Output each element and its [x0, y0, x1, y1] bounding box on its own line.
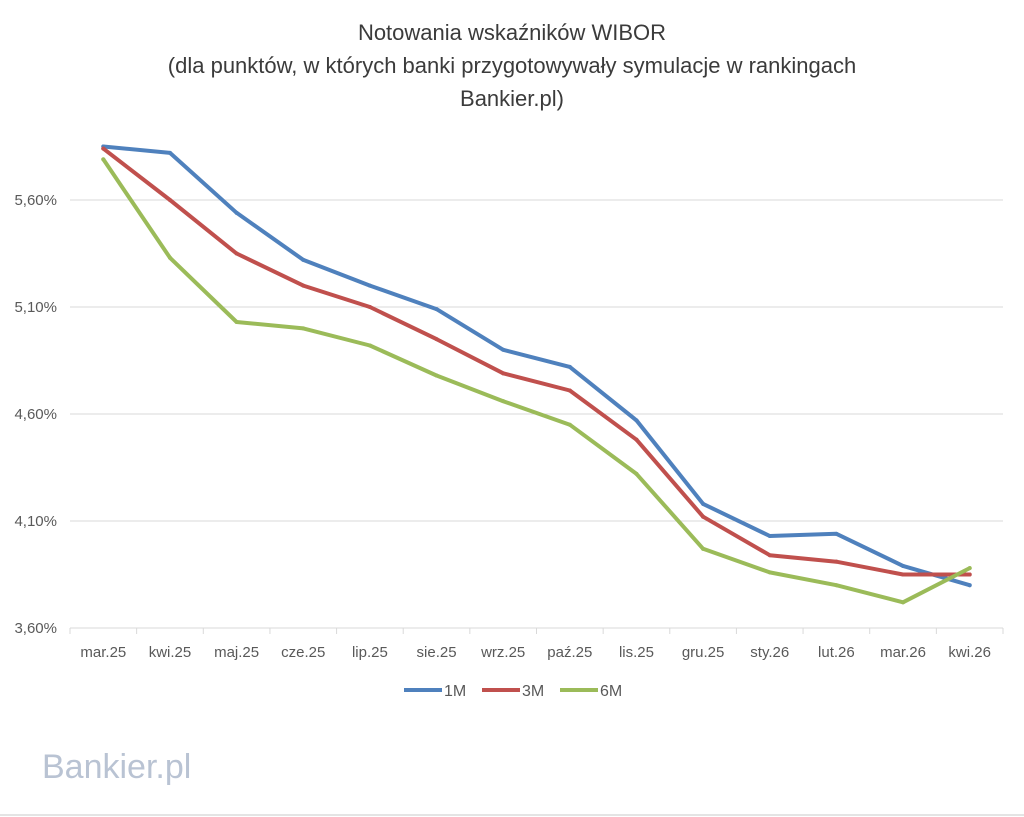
data-point-3m [901, 572, 906, 577]
y-axis-tick-labels: 3,60% 4,10% 4,60% 5,10% 5,60% [14, 192, 57, 637]
data-point-3m [967, 572, 972, 577]
series-line-3m [101, 146, 972, 577]
data-point-3m [834, 559, 839, 564]
data-point-6m [967, 566, 972, 571]
data-point-3m [634, 437, 639, 442]
x-tick-label: mar.25 [80, 644, 126, 661]
chart-title: Notowania wskaźników WIBOR (dla punktów,… [168, 20, 856, 111]
data-point-6m [234, 319, 239, 324]
data-point-1m [167, 150, 172, 155]
data-point-6m [167, 255, 172, 260]
y-tick-label: 5,60% [14, 192, 57, 209]
x-tick-label: lut.26 [818, 644, 855, 661]
x-tick-label: lis.25 [619, 644, 654, 661]
data-point-6m [434, 373, 439, 378]
x-tick-label: wrz.25 [480, 644, 525, 661]
data-point-6m [901, 600, 906, 605]
x-tick-label: lip.25 [352, 644, 388, 661]
data-point-3m [167, 198, 172, 202]
chart-title-line-3: Bankier.pl) [460, 86, 564, 111]
bankier-watermark: Bankier.pl [42, 748, 191, 786]
y-tick-label: 5,10% [14, 299, 57, 316]
data-point-3m [701, 514, 706, 519]
legend-label-3m: 3M [522, 683, 544, 700]
series-line-1m [101, 144, 972, 588]
data-point-1m [701, 501, 706, 506]
legend-label-6m: 6M [600, 683, 622, 700]
data-point-6m [634, 471, 639, 476]
series-lines [101, 144, 972, 605]
data-point-1m [634, 418, 639, 423]
data-point-3m [101, 146, 106, 151]
data-point-6m [367, 343, 372, 348]
data-point-6m [701, 546, 706, 551]
data-point-1m [434, 307, 439, 312]
x-tick-label: cze.25 [281, 644, 325, 661]
x-tick-label: gru.25 [682, 644, 725, 661]
chart-title-line-1: Notowania wskaźników WIBOR [358, 20, 666, 45]
x-axis-tick-labels: mar.25 kwi.25 maj.25 cze.25 lip.25 sie.25 wrz.… [69, 627, 1004, 661]
chart-title-line-2: (dla punktów, w których banki przygotowy… [168, 53, 856, 78]
data-point-6m [101, 157, 106, 162]
data-point-6m [301, 326, 306, 331]
x-tick-label: kwi.26 [948, 644, 991, 661]
data-point-1m [367, 283, 372, 288]
x-tick-label: kwi.25 [149, 644, 192, 661]
data-point-1m [501, 347, 506, 352]
data-point-1m [834, 531, 839, 536]
data-point-3m [501, 371, 506, 376]
data-point-1m [767, 533, 772, 538]
data-point-1m [301, 257, 306, 262]
data-point-3m [301, 283, 306, 288]
data-point-1m [234, 210, 239, 215]
x-tick-label: sie.25 [417, 644, 457, 661]
data-point-3m [234, 251, 239, 256]
data-point-3m [767, 553, 772, 558]
data-point-1m [967, 583, 972, 588]
data-point-6m [767, 570, 772, 575]
series-line-6m [101, 157, 972, 605]
data-point-3m [567, 388, 572, 393]
x-tick-label: mar.26 [880, 644, 926, 661]
y-tick-label: 3,60% [14, 620, 57, 637]
data-point-6m [567, 422, 572, 427]
data-point-3m [434, 337, 439, 342]
legend-label-1m: 1M [444, 683, 466, 700]
data-point-1m [567, 364, 572, 369]
x-tick-label: paź.25 [547, 644, 592, 661]
data-point-1m [901, 563, 906, 568]
y-tick-label: 4,60% [14, 406, 57, 423]
data-point-3m [367, 305, 372, 309]
y-tick-label: 4,10% [14, 513, 57, 530]
data-point-6m [834, 583, 839, 588]
data-point-6m [501, 399, 506, 404]
x-tick-label: sty.26 [750, 644, 789, 661]
legend: 1M 3M 6M [404, 683, 622, 700]
x-tick-label: maj.25 [214, 644, 259, 661]
